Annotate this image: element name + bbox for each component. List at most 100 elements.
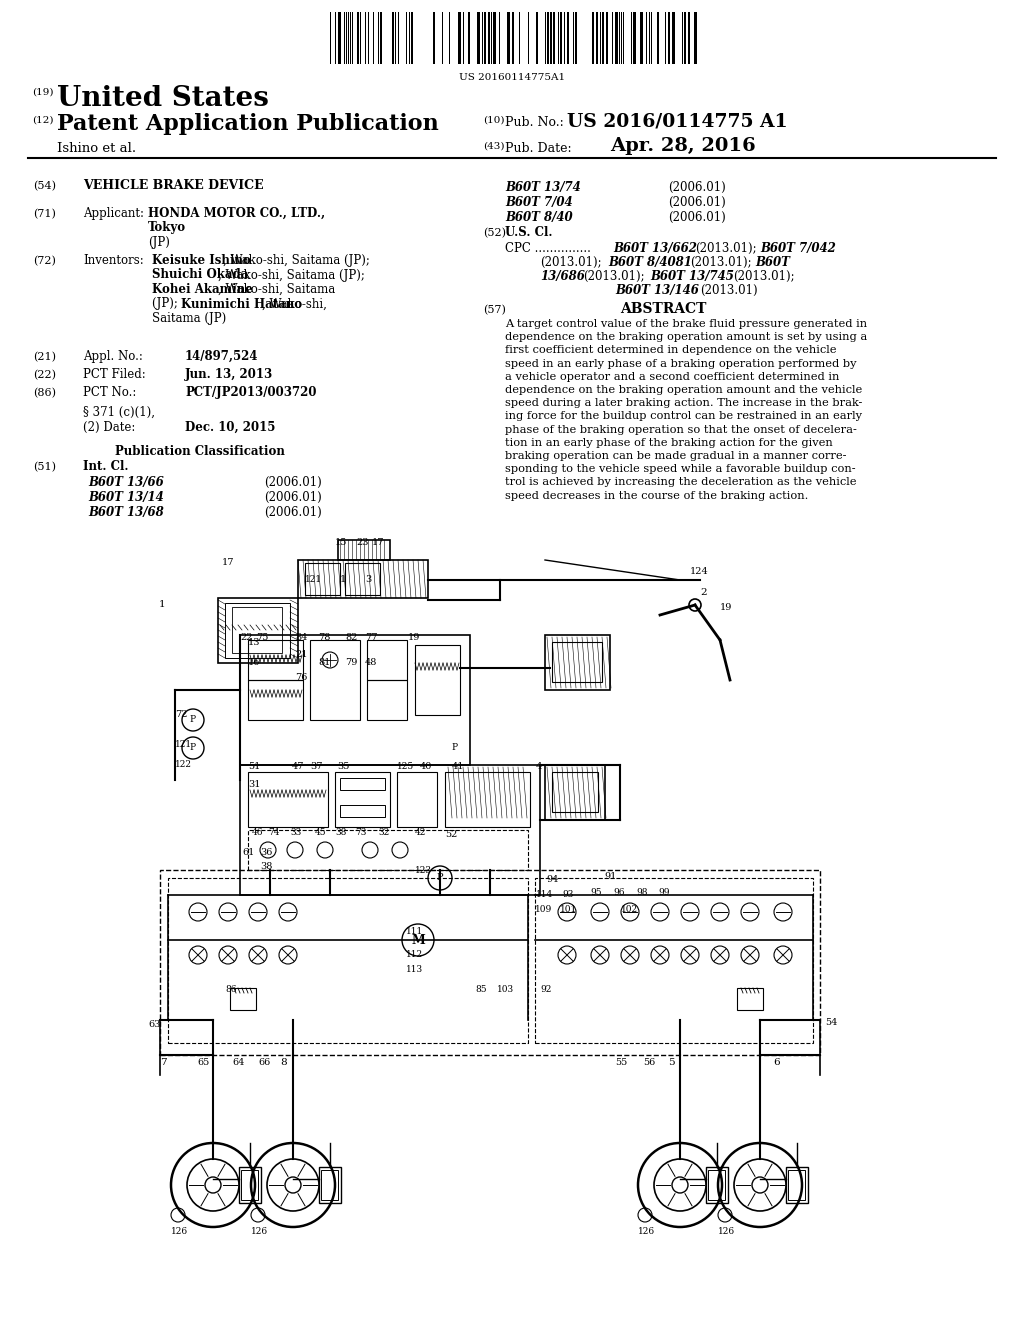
Text: Inventors:: Inventors: [83, 253, 143, 267]
Bar [633, 12, 636, 63]
Text: (21): (21) [33, 352, 56, 362]
Text: 13: 13 [248, 638, 260, 647]
Text: speed decreases in the course of the braking action.: speed decreases in the course of the bra… [505, 491, 808, 500]
Text: (2006.01): (2006.01) [668, 195, 726, 209]
Text: B60T 13/662: B60T 13/662 [613, 242, 697, 255]
Text: 52: 52 [445, 830, 458, 840]
Text: 94: 94 [546, 875, 558, 884]
Bar [678, 12, 681, 63]
Text: (2013.01);: (2013.01); [690, 256, 752, 269]
Bar [424, 12, 427, 63]
Text: 13/686: 13/686 [540, 271, 585, 282]
Bar [218, 598, 298, 663]
Text: braking operation can be made gradual in a manner corre-: braking operation can be made gradual in… [505, 451, 847, 461]
Text: (2006.01): (2006.01) [264, 491, 322, 504]
Text: 79: 79 [345, 657, 357, 667]
Text: tion in an early phase of the braking action for the given: tion in an early phase of the braking ac… [505, 438, 833, 447]
Text: § 371 (c)(1),: § 371 (c)(1), [83, 407, 155, 418]
Bar [708, 1170, 725, 1200]
Text: 124: 124 [690, 568, 709, 576]
Text: 40: 40 [420, 762, 432, 771]
Text: B60T: B60T [755, 256, 790, 269]
Bar [305, 564, 340, 595]
Bar [688, 12, 690, 63]
Bar [451, 12, 454, 63]
Bar [684, 12, 686, 63]
Bar [737, 987, 763, 1010]
Bar [545, 635, 610, 690]
Bar [340, 777, 385, 789]
Bar [445, 772, 530, 828]
Text: B60T 8/4081: B60T 8/4081 [608, 256, 692, 269]
Text: 121: 121 [305, 576, 323, 583]
Bar [602, 12, 604, 63]
Text: Dec. 10, 2015: Dec. 10, 2015 [185, 421, 275, 434]
Text: 75: 75 [256, 634, 268, 642]
Text: US 20160114775A1: US 20160114775A1 [459, 73, 565, 82]
Bar [583, 12, 586, 63]
Text: 76: 76 [295, 673, 307, 682]
Bar [437, 12, 439, 63]
Bar [536, 12, 538, 63]
Text: 45: 45 [315, 828, 327, 837]
Bar [484, 12, 486, 63]
Bar [345, 564, 380, 595]
Text: 126: 126 [171, 1228, 188, 1236]
Text: United States: United States [57, 84, 269, 112]
Text: 21: 21 [295, 649, 307, 659]
Text: Applicant:: Applicant: [83, 207, 144, 220]
Bar [672, 12, 675, 63]
Text: Publication Classification: Publication Classification [115, 445, 285, 458]
Bar [525, 12, 527, 63]
Text: , Wako-shi,: , Wako-shi, [262, 297, 328, 310]
Bar [419, 12, 421, 63]
Bar [553, 12, 555, 63]
Bar [370, 12, 372, 63]
Text: 93: 93 [562, 890, 573, 899]
Text: 114: 114 [536, 890, 553, 899]
Text: , Wako-shi, Saitama (JP);: , Wako-shi, Saitama (JP); [223, 253, 371, 267]
Text: (19): (19) [32, 88, 53, 96]
Bar [567, 12, 569, 63]
Text: B60T 13/745: B60T 13/745 [650, 271, 734, 282]
Text: 109: 109 [535, 906, 552, 913]
Text: 125: 125 [397, 762, 415, 771]
Text: 61: 61 [242, 847, 254, 857]
Text: (JP): (JP) [148, 236, 170, 249]
Text: (22): (22) [33, 370, 56, 380]
Bar [477, 12, 480, 63]
Text: Jun. 13, 2013: Jun. 13, 2013 [185, 368, 273, 381]
Bar [248, 680, 303, 719]
Bar [615, 12, 618, 63]
Text: Shuichi Okada: Shuichi Okada [152, 268, 249, 281]
Text: US 2016/0114775 A1: US 2016/0114775 A1 [567, 112, 787, 129]
Text: M: M [411, 933, 425, 946]
Text: 6: 6 [773, 1059, 779, 1067]
Bar [657, 12, 659, 63]
Bar [654, 12, 656, 63]
Text: 102: 102 [621, 906, 638, 913]
Text: (2013.01);: (2013.01); [540, 256, 602, 269]
Text: Kunimichi Hatano: Kunimichi Hatano [181, 297, 302, 310]
Text: B60T 8/40: B60T 8/40 [505, 211, 572, 224]
Text: (86): (86) [33, 388, 56, 399]
Text: trol is achieved by increasing the deceleration as the vehicle: trol is achieved by increasing the decel… [505, 478, 856, 487]
Text: (2006.01): (2006.01) [668, 181, 726, 194]
Bar [332, 12, 334, 63]
Bar [357, 12, 359, 63]
Bar [521, 12, 523, 63]
Text: Apr. 28, 2016: Apr. 28, 2016 [610, 137, 756, 154]
Bar [248, 772, 328, 828]
Text: (71): (71) [33, 209, 56, 219]
Text: ing force for the buildup control can be restrained in an early: ing force for the buildup control can be… [505, 412, 862, 421]
Text: (2) Date:: (2) Date: [83, 421, 135, 434]
Text: (54): (54) [33, 181, 56, 191]
Text: (72): (72) [33, 256, 56, 267]
Text: Tokyo: Tokyo [148, 222, 186, 235]
Bar [168, 878, 528, 1043]
Text: 1: 1 [340, 576, 346, 583]
Text: 103: 103 [497, 985, 514, 994]
Bar [579, 12, 582, 63]
Text: Appl. No.:: Appl. No.: [83, 350, 143, 363]
Bar [380, 12, 382, 63]
